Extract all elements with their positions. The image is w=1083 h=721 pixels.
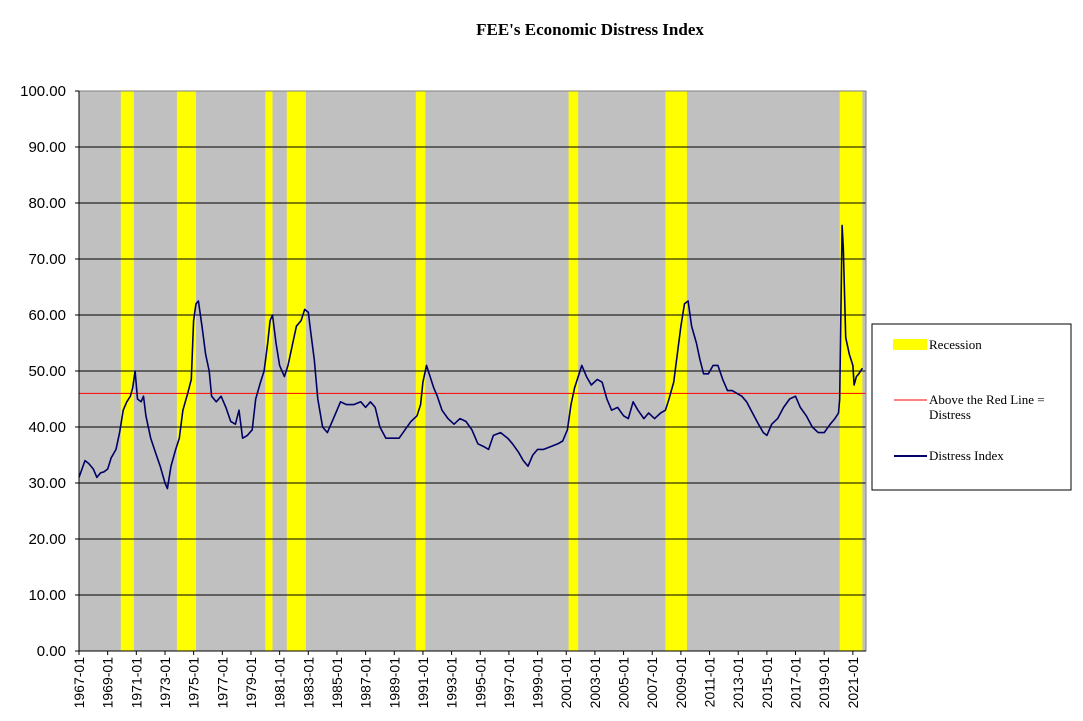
x-tick-label: 2011-01 bbox=[702, 657, 718, 708]
y-axis-ticks: 0.00 10.00 20.00 30.00 40.00 50.00 60.00 70.00 8… bbox=[20, 83, 66, 660]
x-axis-ticks: 1967-01 1969-01 1971-01 1973-01 1975-01 1977-… bbox=[71, 657, 861, 709]
distress-index-line bbox=[78, 224, 864, 490]
legend: Recession Above the Red Line = Distress … bbox=[871, 323, 1072, 491]
x-tick-label: 1975-01 bbox=[186, 657, 202, 709]
x-tick-label: 2009-01 bbox=[673, 657, 689, 709]
x-tick-label: 1993-01 bbox=[444, 657, 460, 709]
x-tick-label: 2013-01 bbox=[730, 657, 746, 709]
y-tick-label: 100.00 bbox=[20, 83, 66, 100]
x-tick-label: 2007-01 bbox=[644, 657, 660, 709]
x-tick-label: 1999-01 bbox=[530, 657, 546, 709]
x-tick-label: 1977-01 bbox=[214, 657, 230, 709]
x-tick-label: 1983-01 bbox=[300, 657, 316, 709]
y-tick-label: 20.00 bbox=[28, 531, 66, 548]
y-tick-label: 60.00 bbox=[28, 307, 66, 324]
y-tick-label: 40.00 bbox=[28, 419, 66, 436]
gridlines bbox=[79, 146, 866, 596]
chart-title: FEE's Economic Distress Index bbox=[476, 20, 704, 39]
y-tick-label: 80.00 bbox=[28, 195, 66, 212]
x-tick-label: 1967-01 bbox=[71, 657, 87, 709]
legend-redline-label: Above the Red Line = Distress bbox=[929, 392, 1048, 422]
x-tick-label: 1989-01 bbox=[386, 657, 402, 709]
x-tick-label: 1971-01 bbox=[128, 657, 144, 709]
x-tick-label: 1987-01 bbox=[358, 657, 374, 709]
legend-box bbox=[871, 323, 1072, 491]
x-tick-label: 1997-01 bbox=[501, 657, 517, 709]
legend-redline-label-line1: Above the Red Line = bbox=[929, 392, 1045, 407]
legend-redline-label-line2: Distress bbox=[929, 407, 971, 422]
x-tick-label: 1973-01 bbox=[157, 657, 173, 709]
x-tick-label: 2003-01 bbox=[587, 657, 603, 709]
x-tick-label: 1979-01 bbox=[243, 657, 259, 709]
x-tick-label: 2015-01 bbox=[759, 657, 775, 709]
legend-series-label: Distress Index bbox=[929, 448, 1004, 463]
x-tick-label: 2005-01 bbox=[616, 657, 632, 709]
x-tick-label: 2017-01 bbox=[788, 657, 804, 709]
x-tick-label: 1969-01 bbox=[100, 657, 116, 709]
y-tick-label: 0.00 bbox=[37, 643, 66, 660]
axes bbox=[75, 90, 866, 655]
y-tick-label: 50.00 bbox=[28, 363, 66, 380]
x-tick-label: 2021-01 bbox=[845, 657, 861, 709]
y-tick-label: 30.00 bbox=[28, 475, 66, 492]
y-tick-label: 10.00 bbox=[28, 587, 66, 604]
legend-recession-label: Recession bbox=[929, 337, 982, 352]
x-tick-label: 2019-01 bbox=[816, 657, 832, 709]
x-tick-label: 2001-01 bbox=[558, 657, 574, 709]
series-layer bbox=[78, 224, 864, 490]
x-tick-label: 1981-01 bbox=[272, 657, 288, 709]
y-tick-label: 70.00 bbox=[28, 251, 66, 268]
y-tick-label: 90.00 bbox=[28, 139, 66, 156]
x-tick-label: 1985-01 bbox=[329, 657, 345, 709]
x-tick-label: 1991-01 bbox=[415, 657, 431, 709]
x-tick-label: 1995-01 bbox=[472, 657, 488, 709]
legend-recession-swatch bbox=[893, 339, 927, 350]
